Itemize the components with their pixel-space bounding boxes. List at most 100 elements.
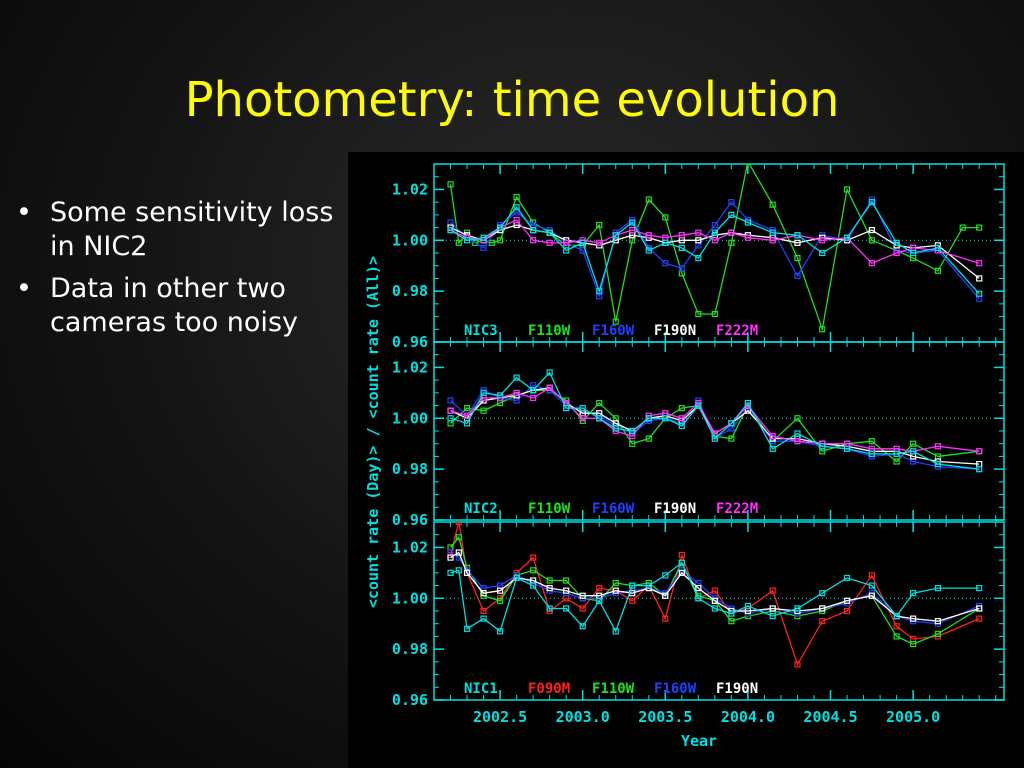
data-point-f190n [910, 615, 917, 622]
data-point-f190n [662, 592, 669, 599]
data-point-f110w [819, 326, 826, 333]
data-point-cyan [910, 590, 917, 597]
data-point-cyan [496, 392, 504, 399]
data-point-f110w [868, 237, 875, 244]
data-point-cyan [612, 232, 619, 239]
legend-entry: F160W [592, 501, 635, 517]
bullet-list: • Some sensitivity loss in NIC2 • Data in … [14, 196, 344, 348]
data-point-cyan [769, 229, 776, 236]
data-point-f222m [678, 232, 685, 239]
chart-panels: 0.96 0.98 1.00 1.02 NIC3 F110W F160W F190N F222M… [392, 163, 1005, 709]
data-point-f110w [513, 193, 520, 201]
data-point-cyan [463, 237, 471, 244]
data-point-f222m [934, 443, 942, 450]
data-point-f222m [744, 234, 752, 241]
data-point-f222m [794, 438, 801, 445]
y-tick-label: 1.02 [392, 538, 428, 556]
data-point-cyan [695, 595, 702, 602]
data-point-cyan [530, 582, 537, 589]
data-point-cyan [711, 435, 718, 442]
panel-series [447, 522, 983, 668]
data-point-f110w [728, 435, 735, 442]
data-point-f190n [819, 605, 826, 612]
data-point-f160w [794, 272, 801, 279]
data-point-f110w [596, 221, 603, 229]
legend-entry: F110W [528, 323, 571, 339]
data-point-cyan [530, 387, 537, 394]
legend-entry: NIC3 [464, 323, 498, 339]
x-tick-label: 2004.0 [721, 708, 775, 726]
legend-entry: NIC2 [464, 501, 498, 517]
data-point-f090m [769, 587, 776, 594]
data-point-f222m [447, 407, 454, 414]
data-point-f090m [596, 585, 603, 592]
data-point-f110w [728, 618, 735, 625]
data-point-f160w [678, 265, 685, 272]
data-point-f110w [645, 435, 652, 442]
data-point-cyan [455, 567, 462, 574]
data-point-f190n [579, 592, 586, 599]
data-point-cyan [819, 590, 826, 597]
data-point-f110w [794, 415, 801, 422]
y-tick-label: 0.98 [392, 282, 428, 300]
data-point-f110w [612, 579, 619, 587]
data-point-f222m [695, 229, 702, 236]
data-point-f190n [678, 569, 685, 576]
data-point-cyan [579, 239, 586, 246]
data-point-f110w [959, 224, 966, 231]
data-point-cyan [794, 430, 801, 437]
legend-entry: F160W [592, 323, 635, 339]
data-point-cyan [629, 427, 636, 435]
data-point-cyan [546, 229, 553, 236]
data-point-cyan [645, 415, 652, 422]
data-point-f110w [596, 399, 603, 407]
x-tick-label: 2003.5 [638, 708, 692, 726]
data-point-cyan [563, 405, 570, 412]
series-line-f160w [450, 198, 980, 300]
data-point-f222m [769, 432, 776, 440]
data-point-f222m [678, 415, 685, 422]
data-point-cyan [744, 602, 752, 610]
data-point-cyan [893, 239, 900, 246]
legend-entry: F160W [654, 681, 697, 697]
data-point-f222m [513, 389, 520, 396]
legend-entry: F110W [528, 501, 571, 517]
data-point-f110w [496, 237, 504, 244]
data-point-f190n [711, 597, 718, 604]
data-point-f110w [794, 254, 801, 262]
data-point-f110w [480, 407, 487, 414]
legend-entry: F190N [654, 323, 696, 339]
data-point-f190n [843, 597, 851, 604]
panel-nic2: 0.96 0.98 1.00 1.02 NIC2 F110W F160W F190N F222M [392, 341, 1005, 529]
data-point-cyan [629, 582, 636, 589]
legend-entry: F190N [716, 681, 758, 697]
data-point-f110w [893, 633, 900, 640]
data-point-cyan [868, 199, 875, 206]
data-point-cyan [612, 628, 619, 635]
data-point-cyan [769, 612, 776, 620]
data-point-f190n [976, 605, 983, 612]
legend-entry: F190N [654, 501, 696, 517]
series-line-f190n [450, 387, 980, 465]
x-tick-label: 2002.5 [473, 708, 527, 726]
data-point-cyan [910, 448, 917, 455]
y-tick-label: 0.98 [392, 460, 428, 478]
bullet-text: Data in other two cameras too noisy [50, 273, 298, 338]
y-tick-label: 0.96 [392, 511, 428, 529]
data-point-f110w [744, 164, 752, 165]
data-point-cyan [546, 369, 553, 376]
data-point-cyan [794, 232, 801, 239]
series-line-f160w [450, 384, 980, 470]
legend-entry: F110W [592, 681, 635, 697]
data-point-cyan [480, 615, 487, 622]
data-point-cyan [934, 460, 942, 468]
data-point-f222m [579, 415, 586, 422]
y-tick-label: 1.00 [392, 409, 428, 427]
data-point-f110w [711, 310, 718, 318]
series-line-f190n [450, 551, 980, 622]
series-line-cyan [450, 561, 980, 633]
data-point-cyan [868, 582, 875, 589]
data-point-f110w [472, 239, 479, 246]
data-point-f110w [496, 597, 504, 604]
bullet-item: • Data in other two cameras too noisy [14, 272, 344, 340]
